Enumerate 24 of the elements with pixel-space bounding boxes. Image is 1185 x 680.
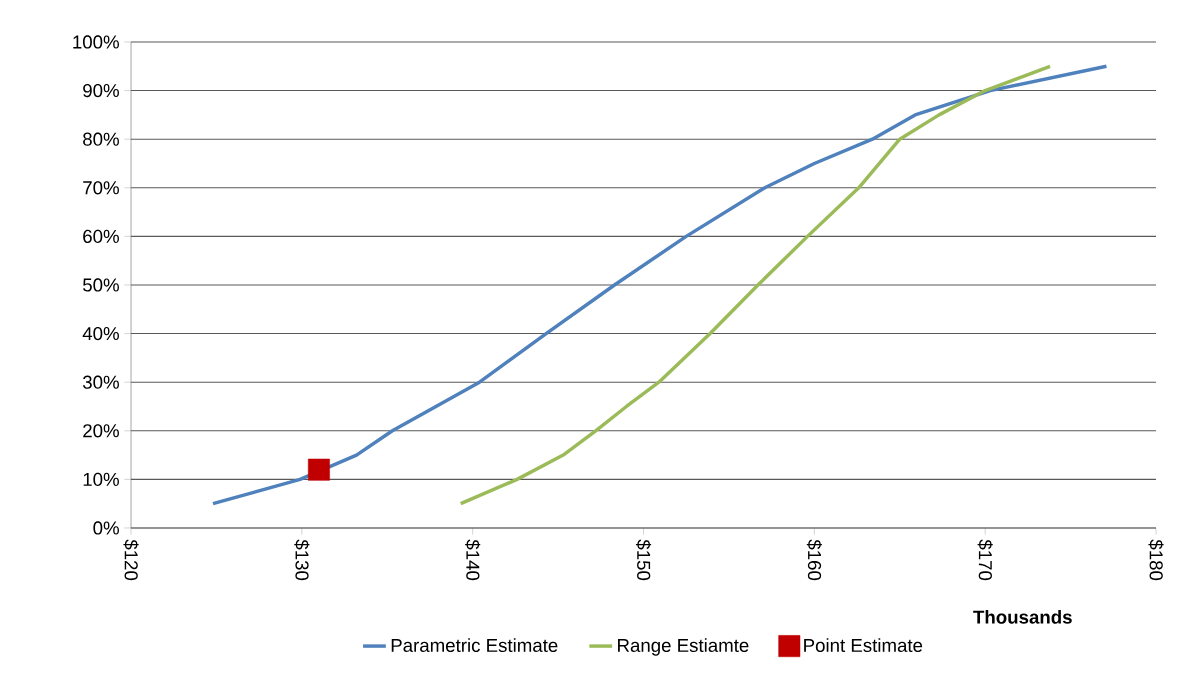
y-tick-label: 90% [83, 83, 119, 98]
y-tick-label: 40% [82, 326, 119, 341]
legend-label: Range Estiamte [618, 638, 749, 656]
x-tick-label: $170 [977, 539, 993, 581]
x-tick-label: $120 [123, 539, 139, 581]
line-series [211, 64, 1109, 506]
y-tick-label: 70% [83, 181, 119, 195]
x-tick-label: $180 [1148, 539, 1164, 581]
x-tick-label: $130 [294, 539, 310, 581]
y-tick-label: 30% [82, 375, 119, 389]
y-tick-label: 100% [73, 35, 119, 49]
y-tick-label: 50% [83, 278, 119, 292]
x-tick-label: $160 [806, 539, 822, 581]
y-tick-label: 20% [83, 424, 119, 438]
x-tick-label: $150 [635, 539, 652, 581]
y-tick-label: 0% [93, 521, 119, 535]
x-tick-label: $140 [465, 539, 481, 581]
legend-label: Point Estimate [804, 638, 923, 653]
line-series [458, 64, 1052, 506]
y-tick-label: 10% [83, 472, 119, 486]
y-tick-label: 60% [83, 229, 119, 243]
y-tick-label: 80% [83, 132, 119, 146]
legend-label: Parametric Estimate [391, 638, 558, 653]
x-axis-title: Thousands [973, 610, 1072, 624]
